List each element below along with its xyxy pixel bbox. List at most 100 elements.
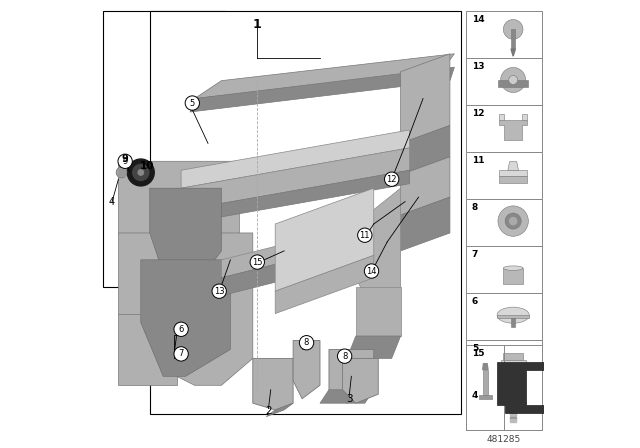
Polygon shape	[497, 362, 549, 413]
Circle shape	[185, 96, 200, 110]
Circle shape	[212, 284, 227, 298]
Bar	[467, 388, 541, 430]
Circle shape	[250, 255, 264, 269]
Polygon shape	[275, 255, 374, 314]
Polygon shape	[499, 171, 527, 176]
Bar	[467, 105, 541, 152]
Text: 4: 4	[472, 391, 478, 400]
Polygon shape	[499, 120, 527, 139]
Polygon shape	[342, 358, 378, 403]
Polygon shape	[275, 188, 374, 291]
Polygon shape	[195, 54, 454, 99]
Polygon shape	[511, 49, 515, 56]
Text: 6: 6	[472, 297, 478, 306]
Bar	[467, 246, 541, 293]
Text: 7: 7	[472, 250, 478, 259]
Text: 14: 14	[366, 267, 377, 276]
Text: 7: 7	[179, 349, 184, 358]
Polygon shape	[483, 370, 488, 395]
Polygon shape	[510, 371, 516, 374]
Text: 15: 15	[472, 349, 484, 358]
Polygon shape	[510, 406, 516, 409]
Polygon shape	[498, 80, 529, 87]
Bar	[150, 11, 461, 414]
Polygon shape	[118, 233, 253, 385]
Ellipse shape	[497, 307, 529, 323]
Polygon shape	[508, 162, 518, 171]
Bar	[467, 58, 541, 105]
Polygon shape	[497, 315, 529, 318]
Bar	[467, 345, 541, 430]
Text: 8: 8	[304, 338, 309, 347]
Polygon shape	[320, 390, 374, 403]
Polygon shape	[118, 314, 177, 385]
Text: 11: 11	[360, 231, 370, 240]
Circle shape	[127, 159, 154, 186]
Polygon shape	[181, 148, 410, 211]
Polygon shape	[510, 409, 516, 411]
Polygon shape	[181, 170, 410, 224]
Polygon shape	[479, 395, 492, 400]
Polygon shape	[181, 130, 410, 188]
Circle shape	[118, 154, 132, 168]
Polygon shape	[500, 361, 525, 363]
Text: 13: 13	[472, 62, 484, 71]
Circle shape	[364, 264, 379, 278]
Polygon shape	[118, 161, 239, 314]
Circle shape	[503, 20, 523, 39]
Polygon shape	[401, 125, 450, 175]
Polygon shape	[511, 318, 515, 327]
Bar	[103, 11, 226, 287]
Polygon shape	[504, 396, 523, 401]
Polygon shape	[503, 353, 523, 361]
Bar	[467, 199, 541, 246]
Polygon shape	[511, 30, 515, 49]
Circle shape	[116, 167, 127, 178]
Polygon shape	[293, 340, 320, 399]
Circle shape	[509, 218, 516, 224]
Polygon shape	[510, 414, 516, 416]
Polygon shape	[401, 54, 450, 143]
Polygon shape	[347, 336, 401, 358]
Text: 11: 11	[472, 156, 484, 165]
Text: 14: 14	[472, 15, 484, 24]
Polygon shape	[150, 188, 221, 287]
Bar	[467, 152, 541, 199]
Circle shape	[174, 322, 188, 336]
Circle shape	[509, 76, 518, 84]
Polygon shape	[118, 169, 125, 176]
Text: 1: 1	[253, 18, 262, 31]
Polygon shape	[500, 401, 526, 404]
Circle shape	[174, 347, 188, 361]
Circle shape	[500, 68, 525, 92]
Bar	[467, 293, 541, 340]
Circle shape	[132, 164, 149, 181]
Text: 5: 5	[472, 344, 478, 353]
Text: 13: 13	[214, 287, 225, 296]
Polygon shape	[510, 417, 516, 419]
Polygon shape	[190, 67, 454, 112]
Polygon shape	[221, 224, 365, 278]
Polygon shape	[401, 197, 450, 251]
Circle shape	[138, 170, 143, 175]
Polygon shape	[510, 375, 516, 378]
Polygon shape	[483, 364, 488, 370]
Text: 15: 15	[252, 258, 262, 267]
Polygon shape	[356, 287, 401, 336]
Text: 8: 8	[342, 352, 348, 361]
Polygon shape	[329, 349, 374, 403]
Polygon shape	[499, 115, 504, 120]
Text: 2: 2	[265, 406, 272, 416]
Polygon shape	[266, 403, 293, 417]
Circle shape	[358, 228, 372, 242]
Circle shape	[498, 206, 529, 236]
Text: 12: 12	[387, 175, 397, 184]
Text: 3: 3	[346, 394, 353, 404]
Text: 10: 10	[140, 161, 155, 171]
Polygon shape	[253, 358, 293, 410]
Polygon shape	[499, 176, 527, 183]
Text: 481285: 481285	[486, 435, 521, 444]
Circle shape	[337, 349, 352, 363]
Polygon shape	[503, 268, 523, 284]
Text: 9: 9	[122, 154, 129, 164]
